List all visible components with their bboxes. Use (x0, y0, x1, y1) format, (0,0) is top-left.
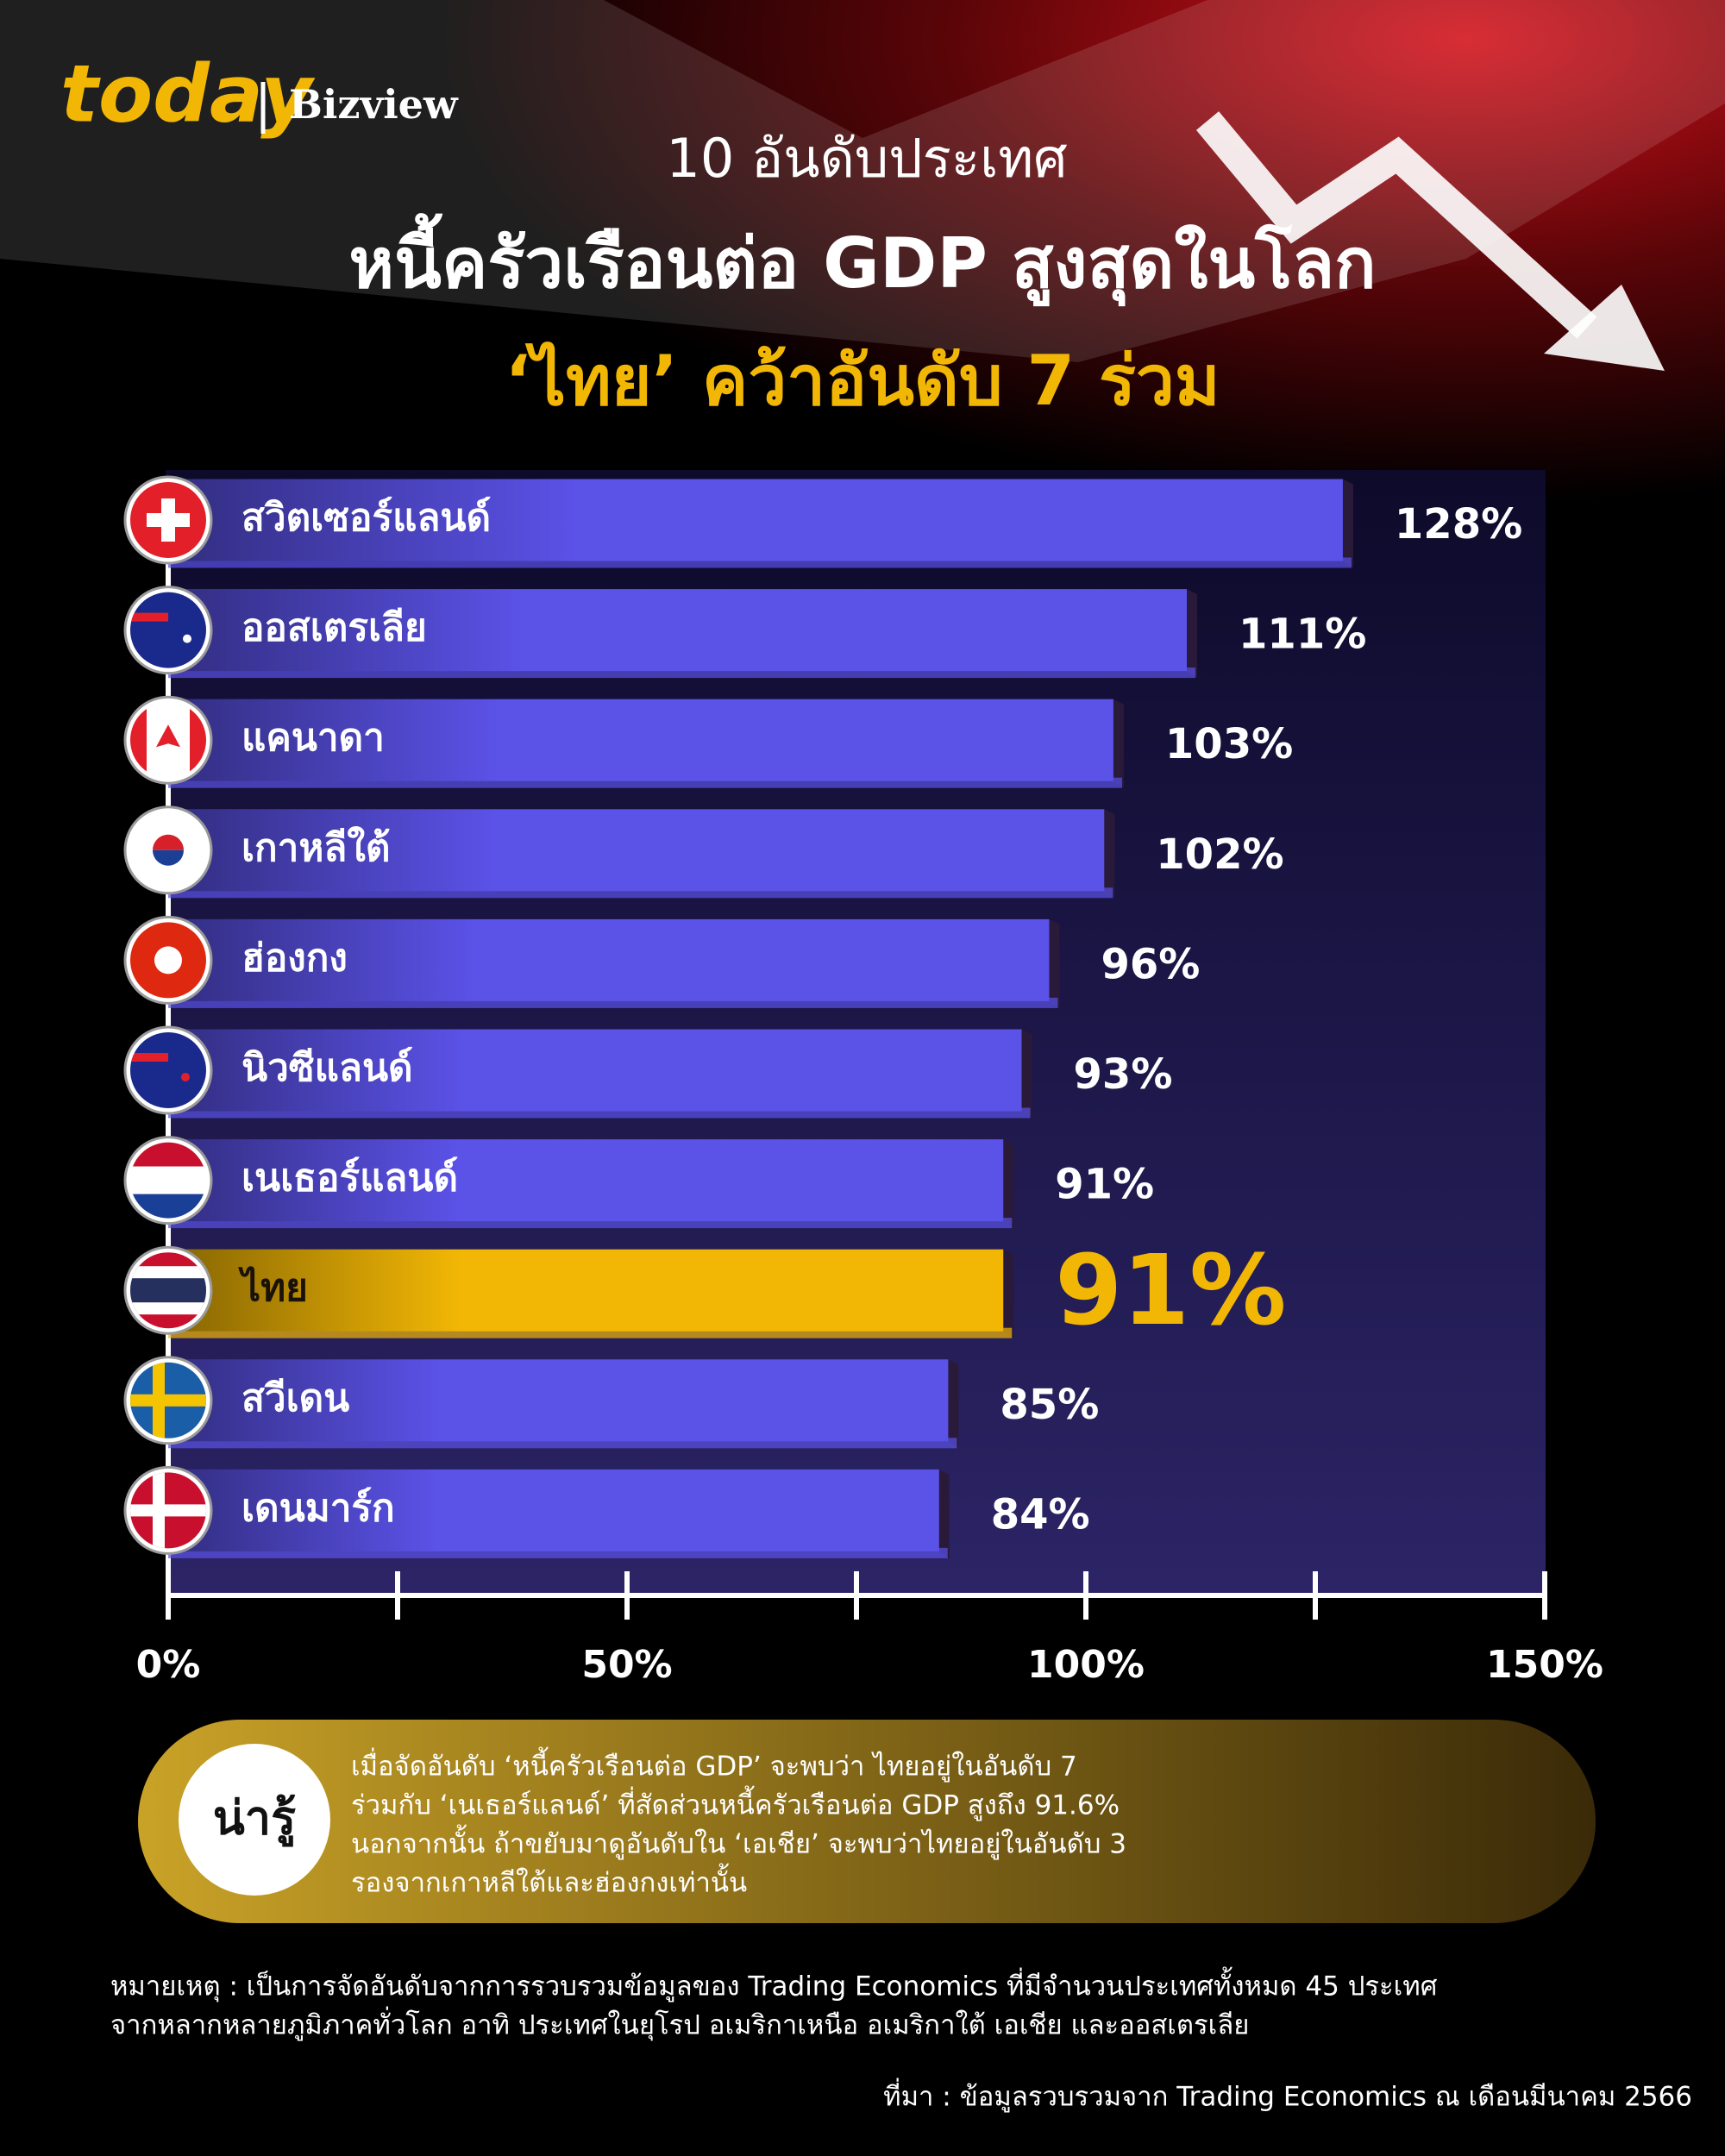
bar-shade (168, 699, 1113, 781)
flag (130, 1032, 206, 1108)
value-label: 91% (1055, 1235, 1286, 1347)
flag-part (153, 834, 184, 850)
flag-part (130, 1032, 206, 1108)
category-label: เนเธอร์แลนด์ (242, 1156, 458, 1200)
flag (130, 482, 206, 558)
flag-part (130, 612, 168, 622)
category-label: ออสเตรเลีย (242, 606, 427, 650)
bar-edge (1113, 699, 1124, 788)
bar-shade (168, 809, 1105, 892)
flag-part (130, 1053, 168, 1062)
value-label: 103% (1165, 720, 1293, 768)
value-label: 91% (1055, 1161, 1154, 1209)
bar-shade (168, 589, 1188, 672)
info-badge (179, 1744, 330, 1896)
flag-part (153, 1472, 165, 1549)
value-label: 111% (1239, 611, 1366, 659)
flag (130, 922, 206, 999)
bar-shade (168, 1139, 1004, 1222)
x-tick-label: 100% (1027, 1643, 1145, 1687)
flag-part (153, 1362, 165, 1438)
light-band (0, 0, 1725, 362)
value-label: 128% (1395, 500, 1522, 548)
title-line: หนี้ครัวเรือนต่อ GDP สูงสุดในโลก (348, 213, 1376, 307)
bar-shade (168, 1469, 939, 1551)
info-label: น่ารู้ (213, 1791, 296, 1847)
value-label: 96% (1101, 940, 1200, 988)
flag (130, 1252, 206, 1329)
flag-part (161, 498, 175, 542)
flag-part (130, 1394, 206, 1407)
source-text: ที่มา : ข้อมูลรวบรวมจาก Trading Economic… (883, 2078, 1692, 2113)
category-label: ไทย (238, 1265, 308, 1310)
note-text: หมายเหตุ : เป็นการจัดอันดับจากการรวบรวมข… (110, 1967, 1438, 2003)
flag (130, 592, 206, 668)
flag-part (153, 849, 184, 866)
info-text: รองจากเกาหลีใต้และฮ่องกงเท่านั้น (351, 1864, 747, 1899)
flag-part (183, 634, 191, 643)
bar-edge (1342, 479, 1353, 568)
x-tick-label: 50% (581, 1643, 672, 1687)
bar-shade (168, 918, 1050, 1001)
flag (130, 1362, 206, 1438)
category-label: แคนาดา (242, 716, 385, 760)
category-label: เดนมาร์ก (242, 1486, 395, 1530)
flag-part (156, 724, 180, 748)
bar-shade (168, 1249, 1004, 1332)
bar-edge (1187, 589, 1198, 679)
flag-part (181, 1073, 190, 1081)
info-text: นอกจากนั้น ถ้าขยับมาดูอันดับใน ‘เอเชีย’ … (351, 1825, 1126, 1860)
bar-edge (1003, 1249, 1014, 1338)
bar-shade (168, 479, 1343, 561)
info-text: ร่วมกับ ‘เนเธอร์แลนด์’ ที่สัดส่วนหนี้ครั… (351, 1786, 1120, 1821)
category-label: เกาหลีใต้ (242, 825, 390, 870)
category-label: ฮ่องกง (242, 936, 348, 980)
trend-arrow (1195, 111, 1597, 339)
flag-part (130, 1504, 206, 1517)
bar-edge (948, 1359, 959, 1449)
value-label: 84% (991, 1490, 1090, 1539)
bar-edge (1104, 809, 1115, 899)
bar-shade (168, 1029, 1022, 1112)
logo-sub: Bizview (289, 81, 459, 128)
bar-edge (1049, 918, 1060, 1008)
subtitle: ‘ไทย’ คว้าอันดับ 7 ร่วม (505, 341, 1220, 421)
flag (130, 1472, 206, 1549)
flag-part (130, 1166, 206, 1194)
info-box (138, 1720, 1596, 1923)
value-label: 85% (1000, 1381, 1099, 1429)
flag (130, 812, 206, 888)
title-line: 10 อันดับประเทศ (666, 127, 1067, 190)
bar-shade (168, 1359, 949, 1442)
value-label: 102% (1156, 830, 1283, 879)
bar-edge (1021, 1029, 1032, 1119)
note-text: จากหลากหลายภูมิภาคทั่วโลก อาทิ ประเทศในย… (110, 2007, 1249, 2042)
flag-part (154, 946, 182, 975)
x-tick-label: 0% (136, 1643, 201, 1687)
logo-brand: today (60, 47, 316, 140)
chart: 0% 50% 100% 150% 128% สวิตเซอร์แลนด์ 111% ออสเต… (123, 475, 1603, 1687)
flag-part (130, 592, 206, 668)
bar-edge (938, 1469, 950, 1558)
x-tick-label: 150% (1486, 1643, 1603, 1687)
category-label: สวิตเซอร์แลนด์ (242, 496, 491, 540)
flag (130, 1142, 206, 1219)
bar-edge (1003, 1139, 1014, 1229)
category-label: สวีเดน (242, 1376, 349, 1420)
trend-arrow-head (1544, 285, 1665, 371)
value-label: 93% (1074, 1050, 1173, 1099)
flag-part (130, 1278, 206, 1303)
category-label: นิวซีแลนด์ (242, 1046, 413, 1090)
info-text: เมื่อจัดอันดับ ‘หนี้ครัวเรือนต่อ GDP’ จะ… (351, 1747, 1077, 1783)
